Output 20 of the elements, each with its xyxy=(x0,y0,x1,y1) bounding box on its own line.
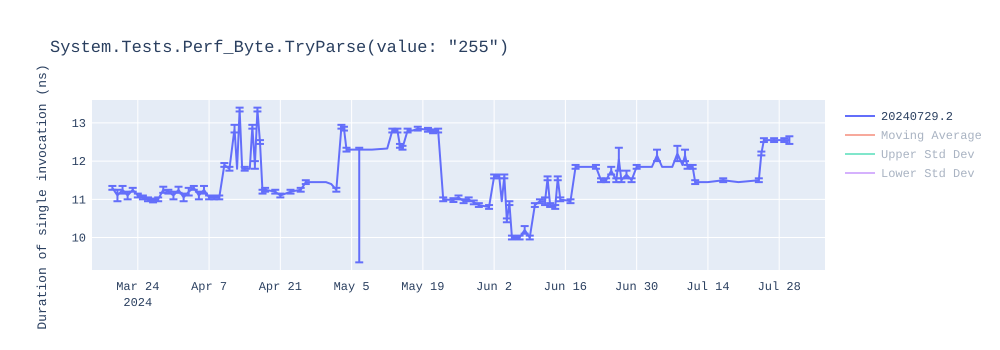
y-axis-title: Duration of single invocation (ns) xyxy=(35,64,50,330)
x-tick-label: Jun 2 xyxy=(476,280,512,294)
x-tick-label: Jun 30 xyxy=(615,280,658,294)
x-tick-label: Jun 16 xyxy=(544,280,588,294)
x-tick-label: Jul 28 xyxy=(758,280,801,294)
chart-title: System.Tests.Perf_Byte.TryParse(value: "255") xyxy=(50,39,510,58)
x-tick-label: May 5 xyxy=(334,280,370,294)
y-tick-label: 13 xyxy=(72,116,86,131)
y-tick-label: 11 xyxy=(72,193,86,208)
legend-label: 20240729.2 xyxy=(881,110,954,124)
x-tick-label: May 19 xyxy=(401,280,444,294)
legend-label: Lower Std Dev xyxy=(881,167,975,181)
y-tick-label: 12 xyxy=(72,155,86,170)
y-tick-label: 10 xyxy=(72,232,86,246)
x-tick-label: Apr 7 xyxy=(191,280,228,294)
x-tick-label: Apr 21 xyxy=(258,280,302,294)
x-tick-label: Mar 24 2024 xyxy=(116,280,160,310)
legend-label: Moving Average xyxy=(881,129,982,143)
x-tick-label: Jul 14 xyxy=(686,280,730,294)
legend-label: Upper Std Dev xyxy=(881,148,975,162)
